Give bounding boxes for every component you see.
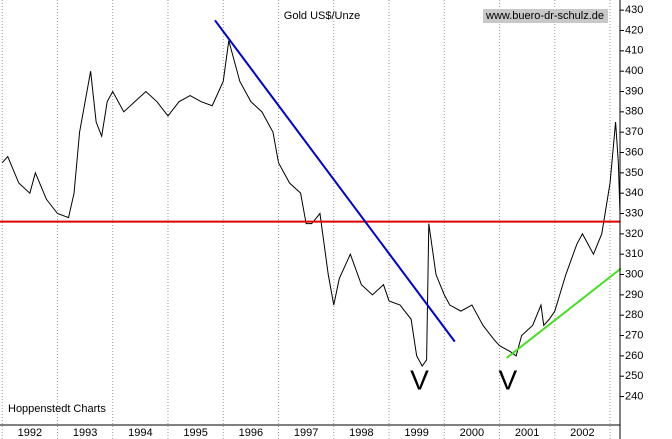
- y-tick-label: 400: [625, 65, 643, 77]
- source: www.buero-dr-schulz.de: [485, 10, 604, 22]
- footer: Hoppenstedt Charts: [8, 403, 106, 415]
- x-tick-label: 1996: [239, 427, 263, 439]
- chart-title: Gold US$/Unze: [284, 10, 360, 22]
- x-tick-label: 2000: [460, 427, 484, 439]
- y-tick-label: 390: [625, 85, 643, 97]
- y-tick-label: 260: [625, 350, 643, 362]
- y-tick-label: 280: [625, 309, 643, 321]
- x-tick-label: 2001: [515, 427, 539, 439]
- source-box: [483, 9, 608, 23]
- x-tick-label: 1997: [294, 427, 318, 439]
- y-tick-label: 300: [625, 268, 643, 280]
- y-tick-label: 240: [625, 390, 643, 402]
- y-tick-label: 250: [625, 370, 643, 382]
- annotation: V: [498, 365, 517, 396]
- x-tick-label: 1995: [183, 427, 207, 439]
- x-tick-label: 1992: [18, 427, 42, 439]
- y-tick-label: 340: [625, 187, 643, 199]
- y-tick-label: 360: [625, 146, 643, 158]
- y-tick-label: 380: [625, 106, 643, 118]
- y-tick-label: 290: [625, 289, 643, 301]
- x-tick-label: 1999: [404, 427, 428, 439]
- x-tick-label: 1993: [73, 427, 97, 439]
- x-tick-label: 1998: [349, 427, 373, 439]
- y-tick-label: 370: [625, 126, 643, 138]
- y-tick-label: 330: [625, 207, 643, 219]
- y-tick-label: 350: [625, 167, 643, 179]
- y-tick-label: 310: [625, 248, 643, 260]
- x-tick-label: 2002: [570, 427, 594, 439]
- y-tick-label: 420: [625, 24, 643, 36]
- annotation: V: [410, 365, 429, 396]
- y-tick-label: 430: [625, 4, 643, 16]
- y-tick-label: 270: [625, 329, 643, 341]
- price-line: [1, 40, 621, 367]
- trend-line: [506, 267, 621, 359]
- y-tick-label: 320: [625, 228, 643, 240]
- trend-line: [214, 19, 456, 343]
- x-tick-label: 1994: [128, 427, 152, 439]
- y-tick-label: 410: [625, 45, 643, 57]
